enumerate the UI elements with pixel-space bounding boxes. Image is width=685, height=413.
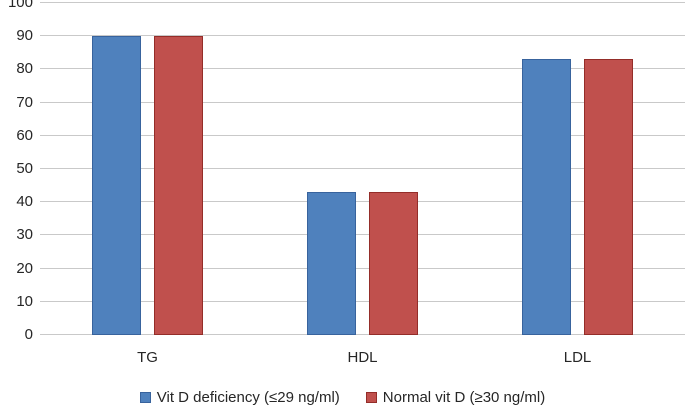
legend-entry: Normal vit D (≥30 ng/ml): [365, 389, 546, 406]
x-category-label: HDL: [347, 349, 378, 366]
y-tick-label: 20: [16, 259, 33, 277]
y-tick-label: 70: [16, 93, 33, 111]
y-tick-label: 0: [24, 326, 33, 343]
y-tick-label: 30: [16, 226, 33, 244]
legend-label: Normal vit D (≥30 ng/ml): [382, 389, 546, 406]
y-tick-label: 80: [16, 60, 33, 78]
bar-tg-series2: [154, 36, 203, 335]
x-category-label: LDL: [563, 349, 592, 366]
bar-tg-series1: [92, 36, 141, 335]
y-tick-label: 50: [16, 160, 33, 177]
gridline: [40, 300, 685, 302]
y-tick-label: 10: [16, 292, 33, 310]
bar-hdl-series1: [307, 192, 356, 335]
gridline: [40, 2, 685, 3]
bar-groups: [40, 3, 685, 335]
gridline: [40, 267, 685, 269]
legend-label: Vit D deficiency (≤29 ng/ml): [156, 389, 340, 406]
bar-group-hdl: [255, 3, 470, 335]
y-tick-label: 60: [16, 126, 33, 144]
legend-swatch-icon: [365, 392, 377, 403]
gridline: [40, 35, 685, 37]
bar-group-tg: [40, 3, 255, 335]
gridline: [40, 101, 685, 103]
y-axis: 0 10 20 30 40 50 60 70 80 90 100: [0, 0, 33, 413]
legend-entry: Vit D deficiency (≤29 ng/ml): [139, 389, 340, 406]
x-axis: TG HDL LDL: [40, 336, 685, 366]
gridline: [40, 134, 685, 136]
y-tick-label: 40: [16, 193, 33, 211]
gridline: [40, 168, 685, 169]
gridline: [40, 68, 685, 70]
legend-swatch-icon: [139, 392, 151, 403]
gridline: [40, 234, 685, 236]
gridline: [40, 334, 685, 335]
x-category-label: TG: [137, 349, 158, 366]
y-tick-label: 100: [7, 0, 33, 11]
bar-hdl-series2: [369, 192, 418, 335]
y-tick-label: 90: [16, 27, 33, 45]
legend: Vit D deficiency (≤29 ng/ml) Normal vit D…: [0, 389, 685, 406]
bar-ldl-series1: [522, 59, 571, 335]
plot-area: [40, 2, 685, 335]
bar-group-ldl: [470, 3, 685, 335]
bar-ldl-series2: [584, 59, 633, 335]
gridline: [40, 201, 685, 203]
